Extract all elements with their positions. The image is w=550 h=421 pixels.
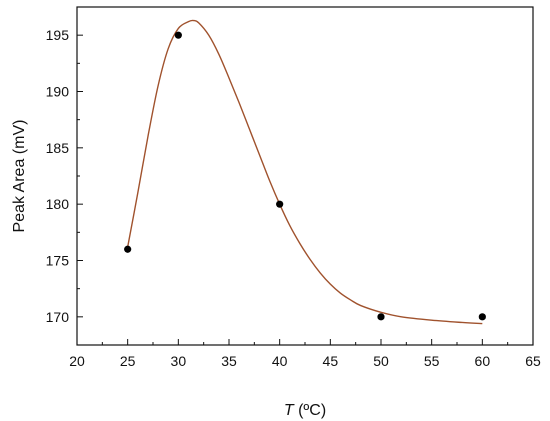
x-axis-title: T (ºC) <box>284 402 326 419</box>
data-point <box>276 200 284 208</box>
x-ticks: 20 25 30 35 40 45 50 55 60 65 <box>69 339 541 369</box>
plot-frame <box>76 6 534 346</box>
y-tick-label: 190 <box>46 84 70 100</box>
x-tick-label: 55 <box>424 353 440 369</box>
y-tick-label: 170 <box>46 309 70 325</box>
x-tick-label: 50 <box>373 353 389 369</box>
fitted-curve-group <box>126 19 483 325</box>
x-axis-title-unit: (ºC) <box>294 402 327 419</box>
y-tick-label: 185 <box>46 140 70 156</box>
y-tick-label: 175 <box>46 253 70 269</box>
x-tick-label: 20 <box>69 353 85 369</box>
x-tick-label: 65 <box>525 353 541 369</box>
x-tick-label: 30 <box>171 353 187 369</box>
x-axis-title-italic: T <box>284 402 295 419</box>
y-tick-label: 180 <box>46 196 70 212</box>
x-tick-label: 40 <box>272 353 288 369</box>
x-tick-label: 60 <box>475 353 491 369</box>
x-tick-label: 25 <box>120 353 136 369</box>
x-tick-label: 45 <box>323 353 339 369</box>
y-ticks: 170 175 180 185 190 195 <box>46 6 83 346</box>
axes <box>76 6 534 346</box>
y-tick-label: 195 <box>46 27 70 43</box>
data-point <box>478 313 486 321</box>
data-points <box>124 31 486 321</box>
x-tick-label: 35 <box>221 353 237 369</box>
data-point <box>377 313 385 321</box>
data-point <box>124 245 132 253</box>
y-axis-title: Peak Area (mV) <box>11 120 28 233</box>
fitted-curve-line <box>126 19 483 325</box>
data-point <box>174 31 182 39</box>
